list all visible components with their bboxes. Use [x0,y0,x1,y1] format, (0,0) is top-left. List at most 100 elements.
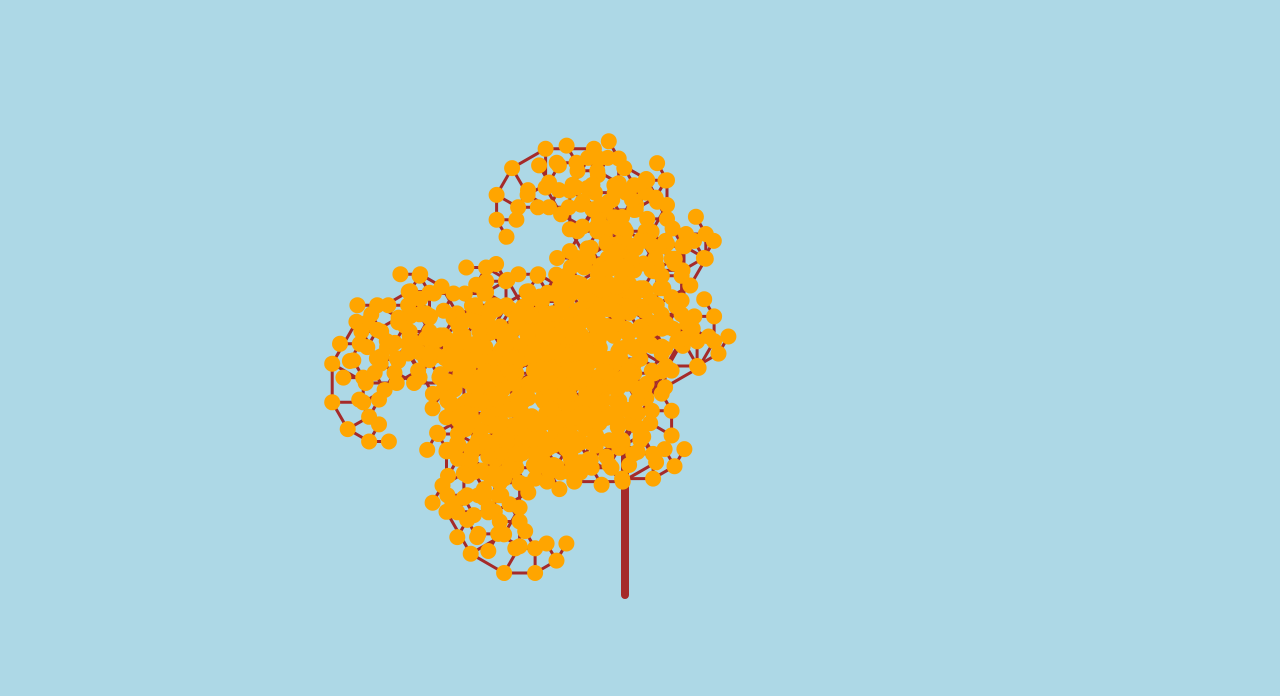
leaf [361,433,378,450]
leaf [614,470,631,487]
leaf [424,400,441,417]
leaf [625,445,642,462]
leaf [419,441,436,458]
leaf [656,441,673,458]
leaf [616,160,633,177]
leaf [710,345,727,362]
leaf [427,333,444,350]
leaf [437,375,453,391]
leaf [541,199,557,216]
leaf [470,525,487,542]
leaf [439,487,456,504]
leaf [606,177,623,194]
leaf [642,415,659,432]
leaf [378,333,395,350]
leaf [508,211,525,228]
leaf [618,375,635,392]
leaf [406,375,423,391]
leaf [608,243,625,260]
leaf [574,218,591,235]
leaf [598,260,615,277]
leaf [528,362,545,379]
leaf [467,297,484,314]
leaf [588,431,605,448]
leaf [696,291,713,308]
leaf [440,467,456,484]
leaf [643,402,660,419]
leaf [637,172,654,189]
leaf [456,285,473,302]
leaf [619,363,636,380]
leaf [535,322,552,339]
leaf [669,333,686,350]
leaf [435,302,452,319]
leaf [400,345,417,362]
leaf [538,535,555,552]
leaf [539,373,556,390]
leaf [639,210,656,227]
leaf [380,297,397,314]
leaf [491,513,508,530]
leaf [454,315,470,331]
leaf [498,433,515,450]
leaf [598,448,615,465]
leaf [584,176,601,193]
leaf [558,137,575,154]
leaf [524,308,540,325]
leaf [453,369,470,386]
leaf [473,462,490,479]
leaf [411,306,428,323]
leaf [498,273,514,290]
leaf [658,358,675,374]
leaf [480,504,497,521]
leaf [470,487,487,504]
leaf [663,402,680,419]
leaf [593,476,610,493]
leaf [560,199,577,216]
leaf [624,338,641,355]
leaf [498,228,515,245]
leaf [484,364,501,381]
leaf [663,427,680,444]
leaf [600,133,617,150]
leaf [538,441,555,458]
leaf [458,259,475,276]
leaf [392,266,409,283]
leaf [371,391,387,408]
leaf [525,415,542,432]
leaf [371,416,387,433]
leaf [520,182,536,199]
leaf [686,232,702,249]
leaf [676,441,693,458]
leaf [488,186,505,203]
leaf [366,364,383,381]
leaf [420,345,436,362]
leaf [529,199,546,216]
leaf [647,250,664,266]
leaf [577,308,594,325]
leaf [635,428,652,445]
leaf [400,297,417,314]
leaf [445,285,462,302]
leaf [607,405,624,422]
leaf [479,433,496,450]
leaf [507,540,524,557]
leaf [538,345,554,362]
leaf [609,419,626,436]
leaf [608,392,625,409]
leaf [604,191,621,208]
tree-leaves [324,133,737,581]
leaf [421,284,438,301]
leaf [618,320,635,337]
leaf [570,369,587,386]
leaf [476,285,493,302]
leaf [550,182,567,199]
leaf [335,369,352,386]
leaf [517,523,534,540]
leaf [580,386,597,403]
leaf [524,375,541,391]
leaf [424,385,441,402]
leaf [561,281,578,298]
leaf [480,448,497,465]
